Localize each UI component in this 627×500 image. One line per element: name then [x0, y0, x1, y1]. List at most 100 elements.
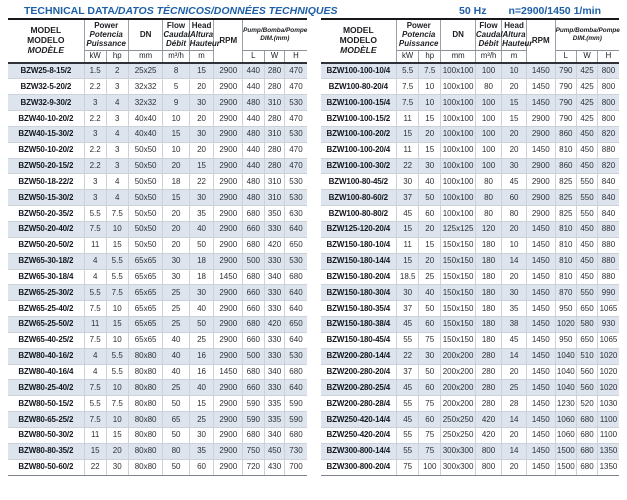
value-cell: 2900 [213, 411, 244, 428]
value-cell: 2900 [525, 157, 556, 175]
value-cell: 300x300 [440, 458, 476, 476]
value-cell: 11 [83, 426, 107, 444]
table-row: BZW150-180-45/4 55 75 150x150 180 45 1450 950 65… [320, 331, 619, 349]
value-cell: 500 [242, 252, 265, 270]
right-table-body: BZW100-100-10/4 5.5 7.5 100x100 100 10 1450 790… [320, 62, 619, 476]
value-cell: 28 [501, 395, 527, 413]
unit-head-header: m [501, 50, 527, 64]
value-cell: 11 [396, 110, 420, 127]
model-cell: BZW40-10-20/2 [8, 110, 85, 127]
head-column-header: Head Altura Hauteur [188, 19, 220, 51]
value-cell: 420 [263, 236, 286, 254]
value-cell: 470 [284, 110, 307, 127]
value-cell: 680 [576, 411, 598, 428]
value-cell: 470 [284, 141, 307, 159]
value-cell: 100 [474, 157, 503, 175]
value-cell: 10 [501, 62, 527, 80]
pump-dim-header-line2: DIM.(mm) [260, 34, 290, 42]
model-cell: BZW32-5-20/2 [8, 78, 85, 96]
value-cell: 80 [474, 78, 503, 96]
value-cell: 350 [263, 205, 286, 222]
model-header-en: MODEL [342, 25, 374, 36]
model-cell: BZW200-280-28/4 [320, 395, 398, 413]
value-cell: 20 [162, 236, 190, 254]
model-cell: BZW100-100-20/2 [320, 125, 398, 143]
value-cell: 640 [284, 331, 307, 349]
value-cell: 50x50 [127, 157, 164, 175]
right-table-header: MODEL MODELO MODÈLE Power Potencia Puiss… [320, 19, 620, 64]
value-cell: 100 [418, 458, 442, 476]
value-cell: 7.5 [418, 62, 442, 80]
value-cell: 15 [105, 316, 129, 333]
value-cell: 1500 [554, 458, 578, 476]
page-header: TECHNICAL DATA/DATOS TÉCNICOS/DONNÉES TE… [0, 0, 627, 18]
value-cell: 100x100 [440, 94, 476, 112]
value-cell: 2900 [213, 62, 244, 80]
value-cell: 650 [576, 300, 598, 318]
value-cell: 10 [105, 300, 129, 318]
value-cell: 480 [242, 125, 265, 143]
table-row: BZW125-120-20/4 15 20 125x125 120 20 1450 810 45… [320, 221, 619, 238]
value-cell: 30 [501, 157, 527, 175]
value-cell: 820 [596, 125, 619, 143]
value-cell: 7.5 [396, 78, 420, 96]
value-cell: 870 [554, 284, 578, 302]
value-cell: 470 [284, 78, 307, 96]
power-header-es: Potencia [402, 30, 436, 40]
value-cell: 2900 [213, 347, 244, 365]
value-cell: 45 [501, 331, 527, 349]
value-cell: 800 [596, 62, 619, 80]
value-cell: 18.5 [396, 268, 420, 286]
value-cell: 65x65 [127, 331, 164, 349]
value-cell: 40 [418, 173, 442, 191]
value-cell: 280 [263, 110, 286, 127]
value-cell: 790 [554, 78, 578, 96]
value-cell: 480 [242, 94, 265, 112]
value-cell: 330 [263, 379, 286, 397]
rpm-column-header: RPM [525, 19, 556, 64]
value-cell: 50 [188, 236, 215, 254]
value-cell: 440 [242, 62, 265, 80]
value-cell: 330 [263, 284, 286, 302]
value-cell: 15 [501, 94, 527, 112]
table-row: BZW300-800-20/4 75 100 300x300 800 20 1450 1500… [320, 458, 619, 476]
value-cell: 340 [263, 363, 286, 381]
value-cell: 2900 [213, 157, 244, 175]
model-cell: BZW80-80-35/2 [8, 442, 85, 460]
value-cell: 1450 [525, 62, 556, 80]
value-cell: 22 [188, 173, 215, 191]
flow-header-fr: Débit [478, 39, 499, 49]
value-cell: 10 [418, 78, 442, 96]
value-cell: 280 [474, 379, 503, 397]
value-cell: 80 [162, 442, 190, 460]
value-cell: 2900 [213, 284, 244, 302]
page-title: TECHNICAL DATA/DATOS TÉCNICOS/DONNÉES TE… [24, 5, 337, 17]
value-cell: 1450 [525, 94, 556, 112]
value-cell: 510 [576, 347, 598, 365]
value-cell: 60 [418, 379, 442, 397]
value-cell: 80x80 [127, 395, 164, 413]
value-cell: 1450 [525, 363, 556, 381]
value-cell: 65x65 [127, 268, 164, 286]
value-cell: 15 [396, 252, 420, 270]
value-cell: 10 [105, 411, 129, 428]
value-cell: 5 [162, 78, 190, 96]
table-row: BZW150-180-35/4 37 50 150x150 180 35 1450 950 65… [320, 300, 619, 318]
value-cell: 50x50 [127, 173, 164, 191]
page-title-translations: /DATOS TÉCNICOS/DONNÉES TECHNIQUES [115, 5, 338, 17]
table-row: BZW80-50-15/2 5.5 7.5 80x80 50 15 2900 590 335 59… [8, 395, 307, 413]
value-cell: 30 [188, 189, 215, 207]
model-header-fr: MODÈLE [340, 44, 377, 55]
table-row: BZW100-80-45/2 30 40 100x100 80 45 2900 825 550 8… [320, 173, 619, 191]
value-cell: 180 [474, 236, 503, 254]
model-cell: BZW200-280-25/4 [320, 379, 398, 397]
value-cell: 450 [576, 157, 598, 175]
value-cell: 15 [105, 426, 129, 444]
model-column-header: MODEL MODELO MODÈLE [8, 19, 85, 64]
value-cell: 2900 [213, 110, 244, 127]
value-cell: 2900 [213, 189, 244, 207]
value-cell: 2900 [213, 458, 244, 476]
value-cell: 1450 [525, 316, 556, 333]
value-cell: 1060 [554, 426, 578, 444]
model-cell: BZW50-10-20/2 [8, 141, 85, 159]
